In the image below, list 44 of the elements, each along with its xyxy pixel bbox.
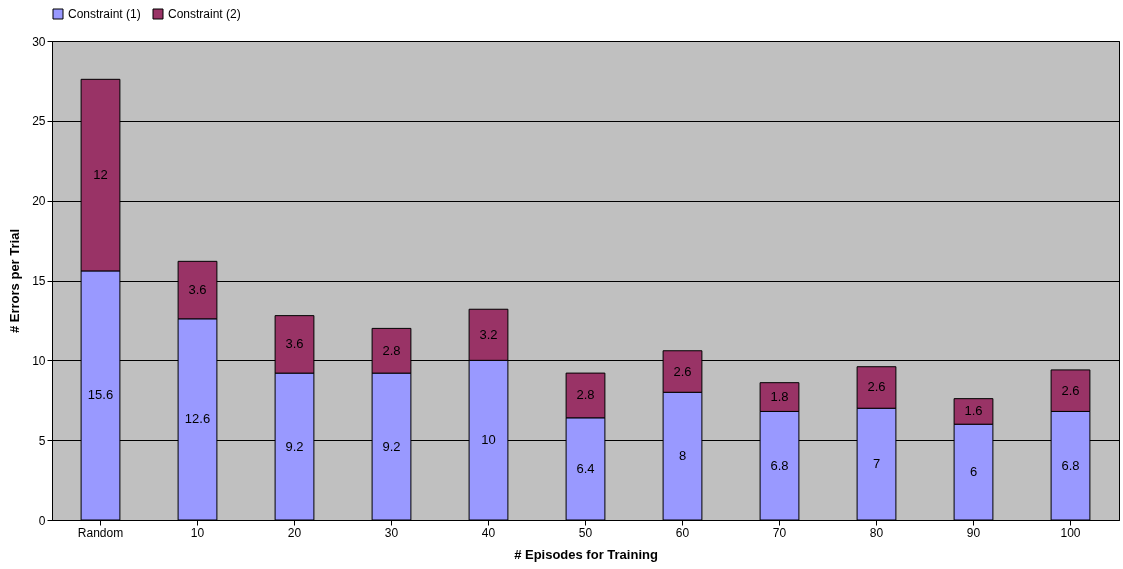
x-tick-label: 30 (384, 525, 399, 540)
x-tick-label: 60 (675, 525, 690, 540)
data-label: 12.6 (184, 411, 211, 427)
data-label: 3.6 (285, 336, 304, 352)
y-tick-label: 10 (32, 353, 46, 368)
legend-label: Constraint (2) (168, 7, 241, 21)
y-axis-title: # Errors per Trial (7, 228, 23, 334)
x-tick-label: 50 (578, 525, 593, 540)
data-label: 3.2 (479, 326, 498, 342)
y-tick-label: 30 (32, 34, 46, 49)
y-tick-label: 15 (32, 274, 46, 288)
x-tick-label: 20 (287, 525, 302, 540)
data-label: 6.4 (576, 460, 595, 476)
data-label: 2.6 (867, 379, 886, 395)
data-label: 1.6 (964, 403, 983, 419)
x-tick-label: 40 (481, 525, 496, 540)
x-tick-label: 100 (1060, 525, 1081, 540)
x-tick-label: 70 (772, 525, 787, 540)
data-label: 2.6 (673, 363, 692, 379)
x-tick-label: 10 (190, 525, 205, 540)
data-label: 10 (481, 432, 496, 448)
legend-label: Constraint (1) (68, 7, 141, 21)
data-label: 9.2 (382, 438, 401, 454)
data-label: 2.8 (382, 342, 401, 358)
data-label: 2.6 (1061, 382, 1080, 398)
y-tick-label: 25 (32, 114, 46, 129)
data-label: 6 (969, 464, 978, 480)
data-label: 15.6 (87, 387, 114, 403)
x-tick-label: 90 (966, 525, 981, 540)
data-label: 3.6 (188, 282, 207, 298)
data-label: 7 (872, 456, 881, 472)
data-label: 9.2 (285, 438, 304, 454)
y-tick-label: 0 (38, 513, 46, 528)
data-label: 8 (678, 448, 687, 464)
data-label: 6.8 (770, 457, 789, 473)
data-label: 6.8 (1061, 457, 1080, 473)
data-label: 1.8 (770, 389, 789, 405)
y-tick-label: 5 (38, 433, 46, 448)
x-axis-title: # Episodes for Training (514, 546, 658, 562)
data-label: 2.8 (576, 387, 595, 403)
x-tick-label: Random (77, 525, 124, 540)
x-tick-label: 80 (869, 525, 884, 540)
data-label: 12 (93, 167, 108, 183)
y-tick-label: 20 (32, 194, 46, 209)
